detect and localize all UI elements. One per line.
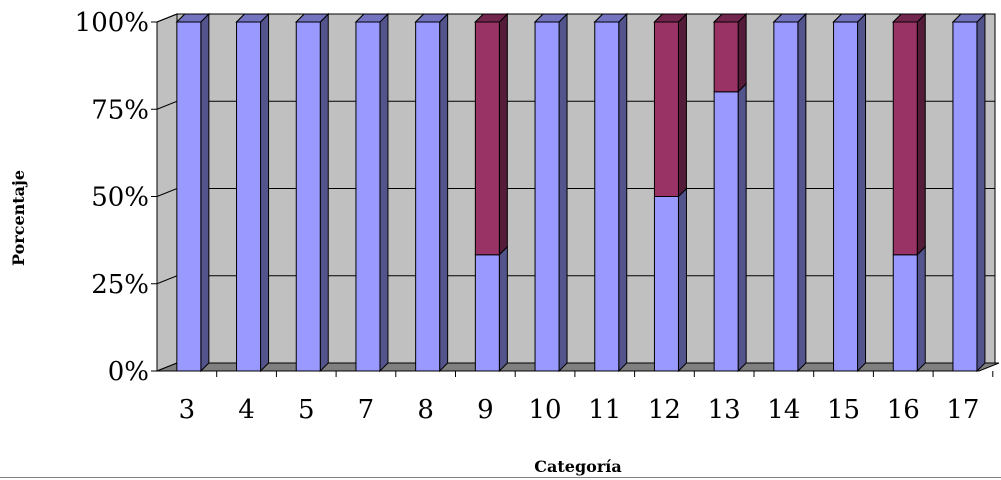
bar-front [892, 254, 918, 372]
bottom-rule [0, 477, 1001, 478]
bar-9-series-2 [474, 12, 509, 256]
bar-front [653, 196, 679, 372]
bar-side [677, 187, 687, 373]
bar-10-series-1 [533, 12, 569, 373]
bar-top-cap [533, 13, 569, 23]
x-tick-label: 10 [529, 395, 562, 425]
bar-front [713, 91, 739, 372]
bar-top-cap [772, 13, 808, 23]
bar-side [916, 245, 926, 373]
bar-front [892, 21, 918, 256]
bar-front [176, 21, 202, 372]
bar-top-cap [354, 13, 390, 23]
y-tick-label: 100% [75, 8, 149, 38]
bar-side [976, 12, 986, 373]
bar-side [618, 12, 628, 373]
bar-front [236, 21, 262, 372]
bar-side [379, 12, 389, 373]
y-tick-labels: 0% 25% 50% 75% 100% [75, 8, 149, 387]
axes [151, 21, 994, 377]
x-tick-label: 15 [827, 395, 860, 425]
bar-top-cap [295, 13, 330, 23]
bar-7-series-1 [354, 12, 390, 373]
bar-side [857, 12, 867, 373]
bar-front [653, 21, 679, 197]
bar-14-series-1 [772, 12, 808, 373]
bar-top-cap [414, 13, 449, 23]
y-tick-label: 75% [91, 95, 149, 125]
bar-front [415, 21, 441, 372]
bar-front [594, 21, 620, 372]
bar-top-cap [832, 13, 867, 23]
x-tick-label: 5 [298, 395, 315, 425]
x-tick-label: 17 [946, 395, 979, 425]
x-tick-label: 12 [648, 395, 681, 425]
bar-top-cap [474, 13, 509, 23]
bar-front [295, 21, 321, 372]
bar-8-series-1 [414, 12, 449, 373]
bar-side [319, 12, 329, 373]
bar-top-cap [712, 13, 748, 23]
bar-side [498, 245, 508, 373]
x-tick-label: 3 [179, 395, 196, 425]
floor [156, 362, 1000, 372]
bar-front [952, 21, 978, 372]
bar-5-series-1 [295, 12, 330, 373]
bar-side [558, 12, 568, 373]
bar-side [498, 12, 508, 256]
x-axis-title: Categoría [534, 457, 621, 476]
bars [175, 12, 987, 373]
bar-side [200, 12, 210, 373]
bar-top-cap [175, 13, 211, 23]
bar-side [737, 12, 747, 94]
bar-17-series-1 [951, 12, 987, 373]
bar-front [534, 21, 560, 372]
x-tick-label: 4 [238, 395, 255, 425]
x-tick-labels: 3 4 5 7 8 9 10 11 12 13 14 15 16 17 [179, 395, 980, 425]
y-axis-title: Porcentaje [9, 170, 28, 266]
bar-side [260, 12, 270, 373]
bar-4-series-1 [235, 12, 270, 373]
x-tick-label: 9 [477, 395, 494, 425]
bar-top-cap [892, 13, 927, 23]
y-tick-label: 0% [108, 357, 149, 387]
bar-front [833, 21, 859, 372]
bar-top-cap [951, 13, 987, 23]
x-tick-label: 14 [767, 395, 800, 425]
bar-15-series-1 [832, 12, 867, 373]
bar-16-series-2 [892, 12, 927, 256]
bar-13-series-2 [712, 12, 748, 94]
y-tick-label: 50% [91, 183, 149, 213]
bar-12-series-2 [653, 12, 688, 198]
bar-side [439, 12, 449, 373]
y-tick-label: 25% [91, 270, 149, 300]
bar-side [916, 12, 926, 256]
bar-front [474, 21, 500, 256]
bar-3-series-1 [175, 12, 211, 373]
x-tick-label: 8 [417, 395, 434, 425]
bar-front [713, 21, 739, 93]
bar-top-cap [653, 13, 688, 23]
bar-16-series-1 [892, 245, 926, 373]
plot-walls [156, 13, 1000, 372]
bar-side [677, 12, 687, 198]
bar-front [474, 254, 500, 372]
x-tick-label: 16 [887, 395, 920, 425]
bar-11-series-1 [593, 12, 628, 373]
bar-front [773, 21, 799, 372]
bar-top-cap [593, 13, 628, 23]
bar-top-cap [235, 13, 270, 23]
x-tick-label: 7 [358, 395, 375, 425]
bar-front [355, 21, 381, 372]
bar-13-series-1 [713, 82, 747, 373]
x-tick-label: 11 [588, 395, 621, 425]
x-tick-label: 13 [708, 395, 741, 425]
bar-9-series-1 [474, 245, 508, 373]
bar-side [737, 82, 747, 373]
bar-12-series-1 [653, 187, 687, 373]
bar-side [797, 12, 807, 373]
